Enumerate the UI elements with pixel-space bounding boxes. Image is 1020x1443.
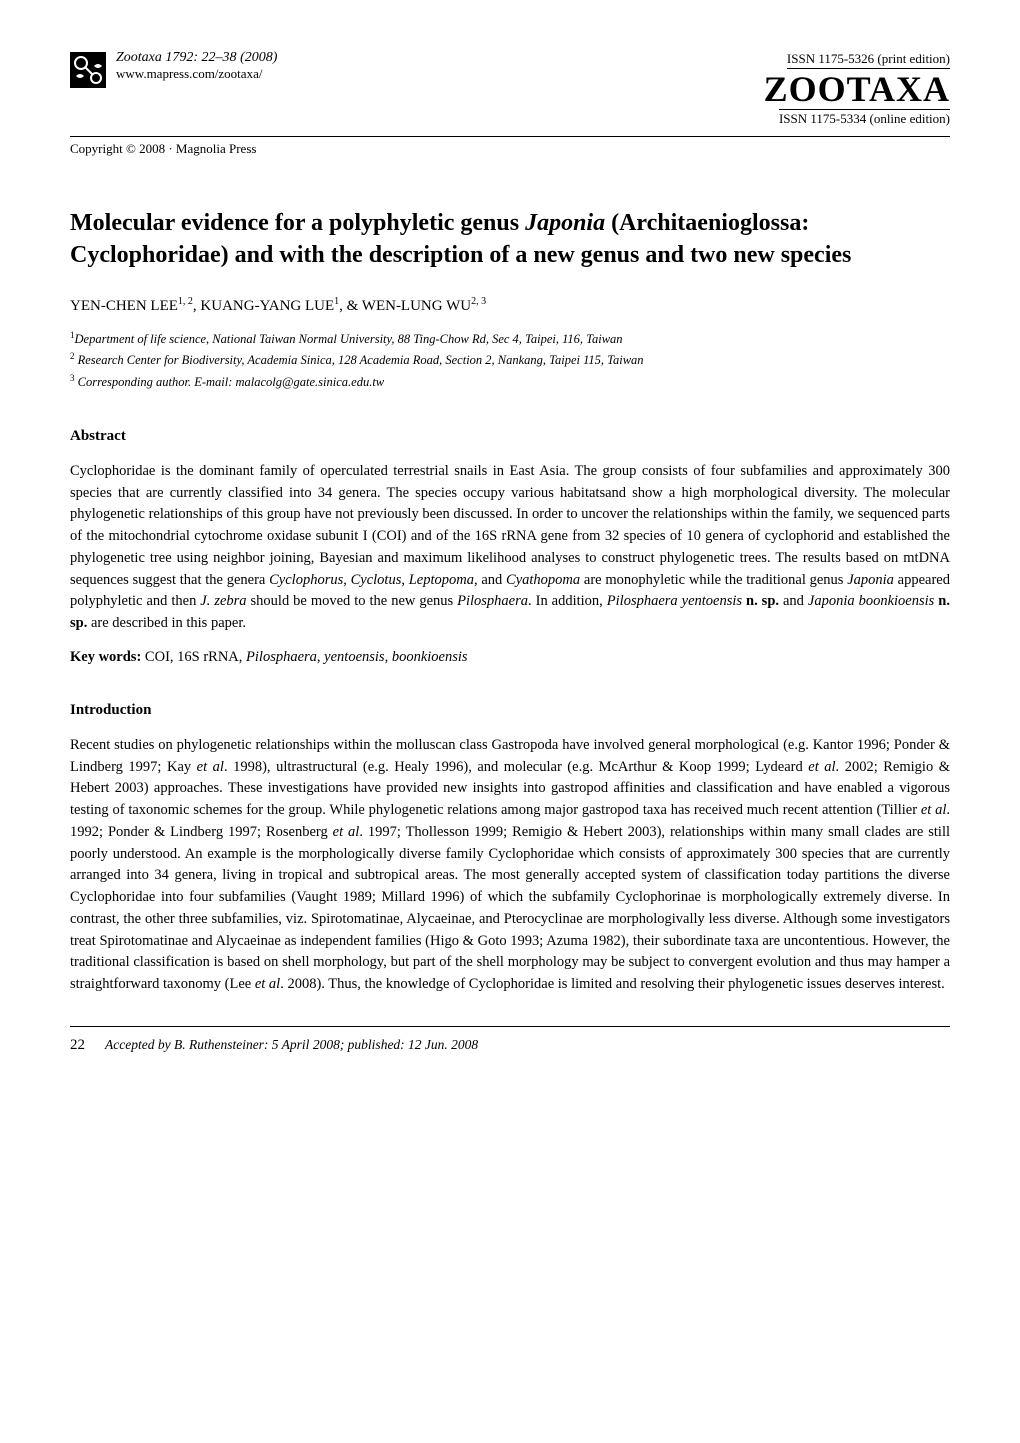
abs-t5: are monophyletic while the traditional g… bbox=[580, 572, 847, 588]
abs-i5: Japonia bbox=[847, 572, 894, 588]
author-3-sup: 2, 3 bbox=[471, 296, 486, 307]
abstract-heading: Abstract bbox=[70, 428, 950, 445]
abs-i8: Pilosphaera yentoensis bbox=[607, 593, 742, 609]
intro-i2: et al bbox=[808, 759, 835, 775]
intro-i3: et al bbox=[921, 802, 947, 818]
introduction-body: Recent studies on phylogenetic relations… bbox=[70, 735, 950, 996]
kw-i2: yentoensis bbox=[324, 649, 384, 665]
abs-i3: Leptopoma bbox=[409, 572, 474, 588]
header-left: Zootaxa 1792: 22–38 (2008) www.mapress.c… bbox=[70, 50, 277, 88]
issn-online: ISSN 1175-5334 (online edition) bbox=[779, 109, 950, 127]
page-number: 22 bbox=[70, 1037, 85, 1054]
affiliation-1: 1Department of life science, National Ta… bbox=[70, 329, 950, 349]
kw-t3: , bbox=[385, 649, 392, 665]
journal-header: Zootaxa 1792: 22–38 (2008) www.mapress.c… bbox=[70, 50, 950, 128]
copyright: Copyright © 2008 · Magnolia Press bbox=[70, 136, 950, 157]
intro-t2: . 1998), ultrastructural (e.g. Healy 199… bbox=[224, 759, 808, 775]
zootaxa-logo: ZOOTAXA bbox=[764, 71, 950, 107]
abs-i9: Japonia boonkioensis bbox=[808, 593, 934, 609]
abstract-body: Cyclophoridae is the dominant family of … bbox=[70, 461, 950, 635]
author-sep-2: , & WEN-LUNG WU bbox=[339, 298, 471, 314]
introduction-heading: Introduction bbox=[70, 702, 950, 719]
intro-i1: et al bbox=[197, 759, 224, 775]
page-footer: 22 Accepted by B. Ruthensteiner: 5 April… bbox=[70, 1026, 950, 1054]
author-1: YEN-CHEN LEE bbox=[70, 298, 178, 314]
abs-t1: Cyclophoridae is the dominant family of … bbox=[70, 463, 950, 588]
author-1-sup: 1, 2 bbox=[178, 296, 193, 307]
intro-t5: . 1997; Thollesson 1999; Remigio & Heber… bbox=[70, 824, 950, 992]
title-part-1: Molecular evidence for a polyphyletic ge… bbox=[70, 210, 525, 236]
affil-3-text: Corresponding author. E-mail: malacolg@g… bbox=[75, 375, 385, 389]
abs-b1: n. sp. bbox=[742, 593, 779, 609]
affiliation-3: 3 Corresponding author. E-mail: malacolg… bbox=[70, 372, 950, 392]
abs-t3: , bbox=[401, 572, 408, 588]
intro-i5: et al bbox=[255, 976, 280, 992]
journal-info: Zootaxa 1792: 22–38 (2008) www.mapress.c… bbox=[116, 50, 277, 82]
affil-2-text: Research Center for Biodiversity, Academ… bbox=[75, 354, 644, 368]
issn-print: ISSN 1175-5326 (print edition) bbox=[787, 51, 950, 69]
abs-t10: are described in this paper. bbox=[87, 615, 246, 631]
author-sep-1: , KUANG-YANG LUE bbox=[193, 298, 334, 314]
affil-1-text: Department of life science, National Tai… bbox=[75, 332, 623, 346]
keywords-label: Key words: bbox=[70, 649, 141, 665]
abs-t2: , bbox=[343, 572, 350, 588]
journal-year: (2008) bbox=[240, 50, 277, 65]
abs-i2: Cyclotus bbox=[351, 572, 402, 588]
abs-t8: . In addition, bbox=[528, 593, 607, 609]
abs-i7: Pilosphaera bbox=[457, 593, 528, 609]
abs-i1: Cyclophorus bbox=[269, 572, 343, 588]
journal-citation: Zootaxa 1792: 22–38 (2008) bbox=[116, 50, 277, 66]
title-italic-1: Japonia bbox=[525, 210, 605, 236]
journal-name: Zootaxa bbox=[116, 50, 162, 65]
journal-icon bbox=[70, 52, 106, 88]
journal-url: www.mapress.com/zootaxa/ bbox=[116, 66, 277, 82]
kw-i1: Pilosphaera bbox=[246, 649, 317, 665]
abs-i4: Cyathopoma bbox=[506, 572, 580, 588]
abs-t4: , and bbox=[474, 572, 506, 588]
kw-t1: COI, 16S rRNA, bbox=[141, 649, 246, 665]
article-title: Molecular evidence for a polyphyletic ge… bbox=[70, 207, 950, 272]
kw-i3: boonkioensis bbox=[392, 649, 468, 665]
abs-i6: J. zebra bbox=[200, 593, 246, 609]
header-right: ISSN 1175-5326 (print edition) ZOOTAXA I… bbox=[764, 50, 950, 128]
abs-t9: and bbox=[779, 593, 808, 609]
journal-issue: 1792: 22–38 bbox=[165, 50, 236, 65]
keywords: Key words: COI, 16S rRNA, Pilosphaera, y… bbox=[70, 649, 950, 666]
intro-i4: et al bbox=[333, 824, 360, 840]
abs-t7: should be moved to the new genus bbox=[247, 593, 458, 609]
authors: YEN-CHEN LEE1, 2, KUANG-YANG LUE1, & WEN… bbox=[70, 296, 950, 315]
intro-t6: . 2008). Thus, the knowledge of Cyclopho… bbox=[280, 976, 945, 992]
accepted-text: Accepted by B. Ruthensteiner: 5 April 20… bbox=[105, 1037, 478, 1053]
affiliation-2: 2 Research Center for Biodiversity, Acad… bbox=[70, 350, 950, 370]
